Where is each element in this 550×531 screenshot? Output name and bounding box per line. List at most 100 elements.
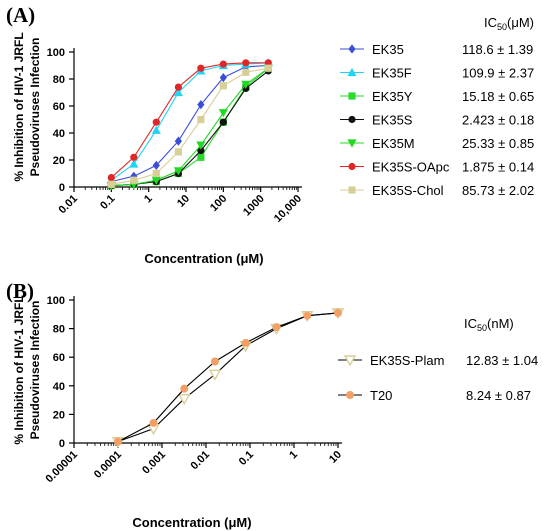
panel-a-data-point-EK35M	[151, 176, 161, 185]
panel-b-y-tick-label: 20	[53, 409, 65, 421]
panel-a-x-tick-label: 0.1	[98, 193, 117, 212]
panel-b-data-point-T20	[303, 311, 312, 320]
panel-a-data-point-EK35F	[151, 125, 161, 134]
panel-a-data-point-EK35M	[196, 141, 206, 150]
panel-a-data-point-EK35S-Chol	[242, 68, 250, 76]
panel-b-series-line-T20	[117, 312, 339, 443]
panel-a-legend-label: EK35M	[372, 136, 415, 151]
panel-a-legend-label: EK35	[372, 42, 404, 57]
panel-b-label: (B)	[6, 279, 34, 303]
panel-a-data-point-EK35F	[173, 87, 183, 97]
panel-a-data-point-EK35S-Chol	[219, 82, 227, 90]
panel-a-y-axis-title-line-2: Pseudoviruses Infection	[28, 38, 42, 177]
panel-a-data-point-EK35M	[241, 80, 251, 89]
panel-a-legend-ic50-value: 85.73 ± 2.02	[462, 183, 534, 198]
panel-b-plot-area: 0 20 40 60 80 100 0.00001 0.0001 0.001 0.01 0.1 1 10	[44, 295, 345, 485]
panel-a-legend-marker-EK35S-Chol	[348, 186, 356, 194]
panel-a-data-point-EK35S-Chol	[152, 169, 160, 178]
panel-a-data-point-EK35S-Chol	[174, 148, 182, 156]
panel-b-legend-marker-T20	[346, 391, 354, 399]
panel-a-legend-ic50-value: 25.33 ± 0.85	[462, 136, 534, 151]
panel-b-data-point-T20	[180, 384, 189, 393]
panel-a-data-point-EK35	[197, 100, 205, 110]
panel-b-legend: EK35S-Plam 12.83 ± 1.04 T20 8.24 ± 0.87	[338, 353, 538, 403]
panel-b-legend-label: T20	[370, 388, 392, 403]
panel-a-legend-marker-EK35M	[347, 139, 357, 148]
panel-a-y-tick-label: 100	[47, 47, 65, 59]
panel-b-y-axis-title-line-1: % Inhibition of HIV-1 JRFL	[12, 295, 26, 444]
panel-a-x-tick-label: 1	[142, 193, 155, 206]
panel-b-x-tick-label: 1	[287, 449, 300, 462]
panel-a-data-point-EK35S	[219, 118, 227, 126]
panel-a-data-point-EK35Y	[197, 153, 205, 161]
panel-a-legend-ic50-value: 118.6 ± 1.39	[462, 42, 533, 57]
panel-a-data-point-EK35S-OApc	[174, 83, 182, 91]
panel-a-y-tick-label: 40	[53, 128, 65, 140]
panel-a-x-tick-label: 100	[208, 193, 229, 214]
panel-a-series-line-EK35M	[111, 67, 269, 187]
panel-b-y-tick-label: 0	[59, 438, 65, 450]
panel-a-data-point-EK35	[152, 160, 160, 170]
panel-a-legend-ic50-value: 15.18 ± 0.65	[462, 89, 534, 104]
panel-b-y-tick-label: 60	[53, 352, 65, 364]
panel-a-x-tick-label: 10	[175, 193, 192, 210]
panel-a-series-line-EK35F	[110, 62, 269, 181]
panel-a-series-line-EK35S-Chol	[111, 67, 269, 185]
panel-a-legend-label: EK35S-Chol	[372, 183, 444, 198]
panel-b-data-point-T20	[149, 418, 158, 427]
panel-a-legend-label: EK35Y	[372, 89, 413, 104]
panel-b-x-tick-label: 10	[327, 449, 344, 466]
panel-a-x-tick-label: 0.01	[56, 193, 80, 217]
panel-a-legend-marker-EK35S	[348, 115, 356, 124]
panel-a-data-point-EK35	[219, 73, 227, 83]
panel-a-data-point-EK35S-OApc	[197, 64, 205, 72]
panel-a-legend-marker-EK35F	[347, 67, 357, 77]
panel-b-data-point-EK35S-Plam	[208, 369, 222, 381]
panel-b-x-axis-title: Concentration (μM)	[132, 515, 251, 530]
panel-a-y-tick-label: 80	[53, 74, 65, 86]
panel-b-x-tick-label: 0.1	[237, 449, 256, 468]
panel-a-legend-header: IC50(μM)	[484, 15, 534, 32]
panel-a-legend-label: EK35F	[372, 66, 412, 81]
panel-a-data-point-EK35S-Chol	[197, 115, 205, 124]
panel-a-legend: EK35 118.6 ± 1.39 EK35F 109.9 ± 2.37 EK35Y 15…	[340, 42, 534, 198]
panel-a-legend-ic50-value: 1.875 ± 0.14	[462, 160, 534, 175]
panel-b-data-point-T20	[272, 323, 281, 332]
panel-b-legend-marker-EK35S-Plam	[343, 355, 357, 367]
panel-a-y-tick-label: 0	[59, 182, 65, 194]
panel-b-x-tick-label: 0.01	[188, 449, 212, 473]
panel-b-legend-ic50-value: 8.24 ± 0.87	[466, 388, 531, 403]
panel-a-data-point-EK35S-Chol	[264, 64, 272, 72]
panel-b-legend-ic50-value: 12.83 ± 1.04	[466, 353, 538, 368]
panel-a-legend-marker-EK35	[348, 44, 356, 54]
panel-b-x-tick-label: 0.00001	[44, 449, 81, 486]
panel-b-legend-label: EK35S-Plam	[370, 353, 444, 368]
panel-a-series-line-EK35	[111, 64, 269, 183]
panel-a-y-axis-title-line-1: % Inhibition of HIV-1 JRFL	[12, 32, 26, 181]
panel-a-x-tick-label: 10,000	[272, 193, 304, 225]
panel-a-data-point-EK35S-OApc	[130, 153, 138, 161]
panel-a-data-point-EK35	[174, 136, 182, 146]
panel-b-data-point-T20	[114, 437, 122, 446]
panel-b-y-tick-label: 100	[47, 295, 65, 307]
panel-a-legend-ic50-value: 109.9 ± 2.37	[462, 66, 534, 81]
panel-b-legend-header: IC50(nM)	[464, 316, 514, 333]
panel-a-y-tick-label: 20	[53, 155, 65, 167]
panel-a-data-point-EK35S-OApc	[152, 118, 160, 126]
panel-b-data-point-T20	[210, 357, 219, 366]
panel-a-data-point-EK35F	[129, 159, 139, 168]
panel-a-x-tick-label: 1000	[241, 193, 267, 219]
panel-a-data-point-EK35S-OApc	[242, 59, 250, 67]
panel-a-data-point-EK35S-OApc	[107, 173, 115, 182]
panel-a-legend-marker-EK35S-OApc	[348, 162, 356, 171]
panel-a-data-point-EK35S	[197, 146, 205, 155]
panel-a-data-point-EK35M	[218, 109, 228, 118]
panel-a-legend-marker-EK35Y	[348, 92, 356, 100]
panel-a-series-line-EK35S-OApc	[110, 62, 269, 179]
panel-b-data-point-T20	[241, 338, 250, 347]
panel-a-y-tick-label: 60	[53, 101, 65, 113]
panel-b-y-tick-label: 40	[53, 381, 65, 393]
panel-b: (B) 0 20 40 60 80 100 0.00001 0.0001 0.001 0.01 0.…	[6, 279, 538, 530]
